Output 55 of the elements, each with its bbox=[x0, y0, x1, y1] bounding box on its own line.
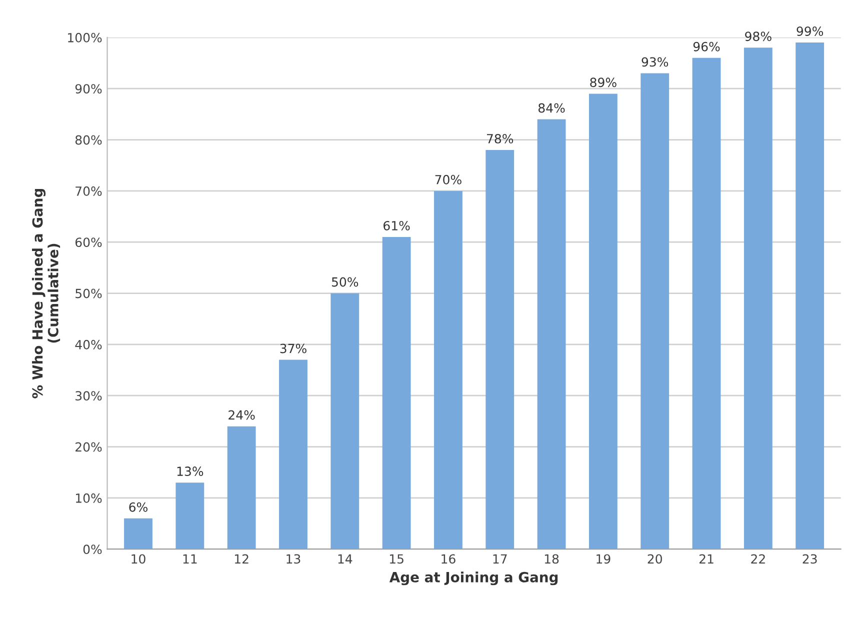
x-tick-label: 18 bbox=[544, 554, 559, 564]
x-tick-label: 21 bbox=[699, 554, 714, 564]
bar bbox=[279, 360, 308, 550]
x-tick-label: 16 bbox=[442, 554, 456, 564]
bar bbox=[796, 42, 824, 550]
x-tick-label: 14 bbox=[338, 554, 352, 564]
y-tick-label: 40% bbox=[75, 340, 102, 350]
data-label: 93% bbox=[642, 57, 668, 67]
y-tick-label: 90% bbox=[75, 84, 102, 94]
data-label: 98% bbox=[745, 32, 772, 42]
y-tick-label: 80% bbox=[75, 135, 102, 145]
y-tick-label: 10% bbox=[76, 493, 102, 503]
data-label: 70% bbox=[435, 174, 462, 184]
data-label: 61% bbox=[384, 220, 410, 230]
y-axis-title: % Who Have Joined a Gang (Cumulative) bbox=[32, 188, 60, 398]
data-label: 24% bbox=[228, 410, 255, 420]
x-tick-label: 20 bbox=[648, 554, 662, 564]
data-label: 89% bbox=[590, 78, 616, 88]
x-tick-label: 23 bbox=[802, 554, 817, 564]
bar bbox=[692, 58, 721, 550]
y-tick-label: 70% bbox=[76, 186, 102, 196]
bar bbox=[434, 190, 462, 550]
bar bbox=[124, 518, 152, 550]
data-label: 50% bbox=[332, 277, 358, 287]
bar bbox=[486, 150, 514, 550]
data-label: 84% bbox=[538, 103, 565, 113]
x-tick-label: 17 bbox=[493, 554, 507, 564]
y-tick-label: 100% bbox=[68, 32, 102, 42]
data-label: 6% bbox=[129, 502, 148, 512]
bar bbox=[588, 94, 618, 550]
data-label: 96% bbox=[693, 42, 720, 52]
x-tick-label: 19 bbox=[596, 554, 610, 564]
x-tick-label: 12 bbox=[234, 554, 248, 564]
bar bbox=[640, 73, 670, 550]
bar bbox=[537, 119, 566, 550]
bar bbox=[227, 426, 256, 550]
bar bbox=[382, 236, 411, 550]
y-tick-label: 0% bbox=[83, 544, 102, 554]
y-tick-label: 60% bbox=[75, 238, 102, 248]
data-label: 99% bbox=[796, 26, 824, 36]
y-tick-label: 50% bbox=[76, 288, 102, 298]
bar bbox=[176, 482, 204, 550]
x-tick-label: 11 bbox=[183, 554, 197, 564]
x-tick-label: 13 bbox=[286, 554, 300, 564]
y-tick-label: 20% bbox=[76, 442, 102, 452]
x-tick-label: 22 bbox=[751, 554, 765, 564]
data-label: 78% bbox=[487, 134, 514, 144]
data-label: 37% bbox=[280, 344, 306, 354]
x-tick-label: 15 bbox=[390, 554, 404, 564]
x-tick-label: 10 bbox=[132, 554, 146, 564]
data-label: 13% bbox=[177, 466, 204, 476]
x-axis-title: Age at Joining a Gang bbox=[389, 572, 558, 586]
bar bbox=[744, 48, 772, 550]
y-tick-label: 30% bbox=[76, 391, 102, 401]
bar bbox=[330, 293, 360, 550]
